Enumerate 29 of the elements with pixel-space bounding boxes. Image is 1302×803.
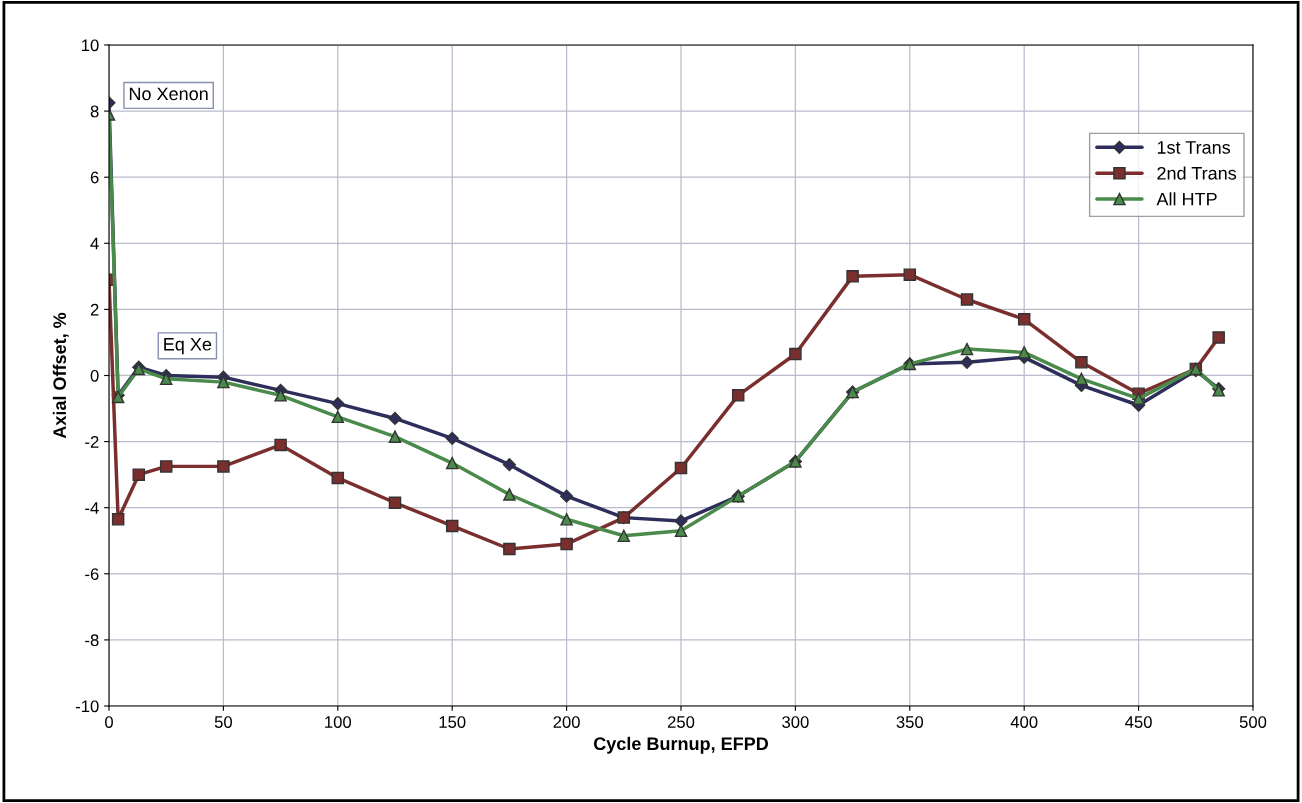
- y-tick-label: 4: [90, 237, 99, 250]
- y-tick-label: 8: [90, 105, 99, 118]
- x-tick-label: 0: [105, 716, 113, 728]
- legend-label: All HTP: [1156, 192, 1217, 206]
- annotation: Eq Xe: [164, 338, 212, 355]
- y-tick-label: -4: [85, 502, 99, 514]
- x-tick-label: 350: [896, 716, 924, 728]
- y-tick-label: 0: [90, 369, 99, 382]
- y-axis-title: Axial Offset, %: [52, 312, 69, 439]
- annotation: No Xenon: [129, 87, 208, 101]
- y-tick-label: -2: [85, 436, 99, 448]
- x-tick-label: 200: [553, 716, 580, 728]
- legend-label: 2nd Trans: [1157, 166, 1237, 180]
- x-tick-label: 400: [1010, 716, 1038, 728]
- legend-label: 1st Trans: [1157, 141, 1231, 154]
- x-axis-title: Cycle Burnup, EFPD: [593, 736, 769, 754]
- x-tick-label: 500: [1239, 716, 1267, 728]
- y-tick-label: 10: [82, 39, 99, 52]
- x-tick-label: 300: [782, 716, 809, 728]
- x-tick-label: 150: [439, 716, 466, 728]
- x-tick-label: 100: [325, 716, 352, 728]
- x-tick-label: 50: [214, 716, 233, 728]
- x-tick-label: 250: [667, 716, 695, 728]
- y-tick-label: 6: [90, 171, 99, 184]
- y-tick-label: -6: [85, 568, 99, 580]
- y-tick-label: 2: [90, 303, 99, 316]
- y-tick-label: -8: [85, 634, 99, 647]
- y-tick-label: -10: [75, 700, 99, 713]
- x-tick-label: 450: [1125, 716, 1152, 728]
